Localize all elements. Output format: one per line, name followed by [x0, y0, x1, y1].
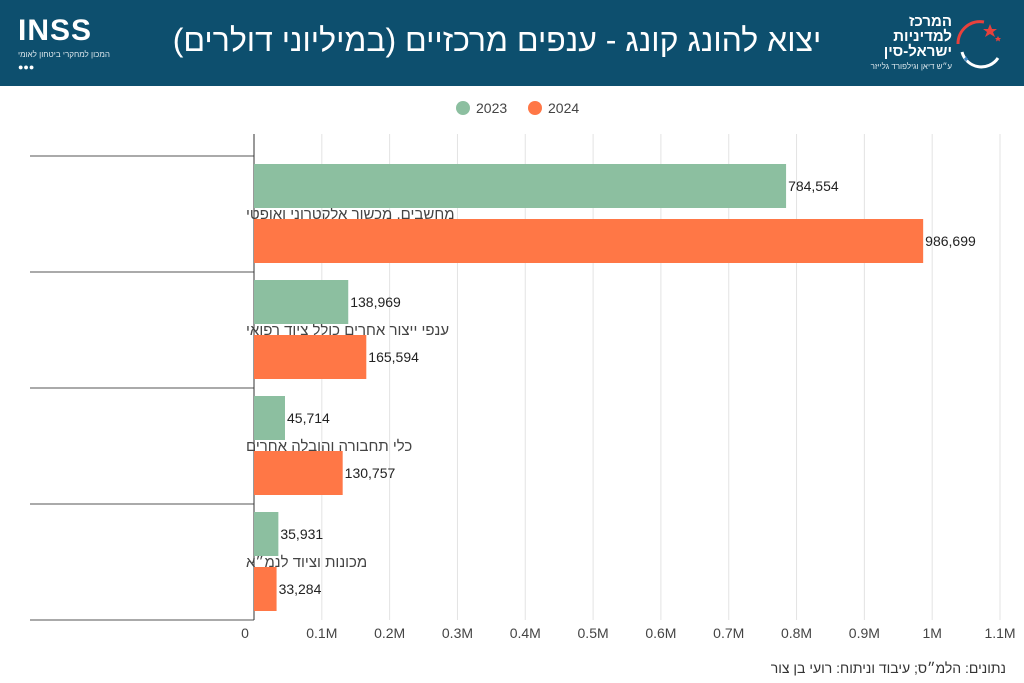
inss-logo-word: INSS	[18, 14, 93, 47]
x-tick-label: 0.9M	[849, 625, 880, 641]
bar-2024	[254, 335, 367, 379]
bar-value-label: 165,594	[368, 349, 419, 365]
x-tick-label: 0.8M	[781, 625, 812, 641]
x-tick-label: 1M	[922, 625, 941, 641]
bar-value-label: 138,969	[350, 294, 401, 310]
legend-item-2023: 2023	[456, 96, 507, 120]
x-tick-label: 0	[241, 625, 249, 641]
category-label: ענפי ייצור אחרים כולל ציוד רפואי	[246, 322, 449, 339]
bar-value-label: 45,714	[287, 410, 330, 426]
x-tick-label: 0.4M	[510, 625, 541, 641]
x-tick-label: 0.7M	[713, 625, 744, 641]
legend-swatch-2024	[528, 101, 542, 115]
star-arc-emblem-icon	[956, 20, 1001, 69]
x-tick-label: 0.5M	[578, 625, 609, 641]
x-tick-label: 1.1M	[984, 625, 1015, 641]
bar-value-label: 33,284	[279, 581, 322, 597]
x-tick-label: 0.3M	[442, 625, 473, 641]
bar-2024	[254, 451, 343, 495]
bar-2023	[254, 512, 279, 556]
category-label: מחשבים, מכשור אלקטרוני ואופטי	[246, 206, 455, 223]
bar-value-label: 35,931	[280, 526, 323, 542]
chart-legend: 2023 2024	[0, 96, 1024, 120]
center-logo-name: המרכז למדיניות ישראל-סין	[883, 13, 952, 60]
bar-2024	[254, 567, 277, 611]
source-note: נתונים: הלמ״ס; עיבוד וניתוח: רועי בן צור	[770, 660, 1006, 676]
inss-logo: INSS המכון למחקרי ביטחון לאומי ●●●	[18, 14, 128, 74]
bar-2023	[254, 396, 286, 440]
legend-label-2024: 2024	[548, 100, 580, 116]
center-logo-subtitle: ע״ש דיאן וגילפורד גלייזר	[870, 62, 952, 71]
category-label: כלי תחבורה והובלה אחרים	[246, 438, 412, 455]
bar-value-label: 784,554	[788, 178, 839, 194]
bar-2023	[254, 280, 349, 324]
x-tick-label: 0.1M	[306, 625, 337, 641]
category-label: מכונות וציוד לנמ״א	[246, 554, 367, 571]
x-tick-label: 0.2M	[374, 625, 405, 641]
legend-label-2023: 2023	[476, 100, 508, 116]
bar-2024	[254, 219, 924, 263]
inss-logo-dots-icon: ●●●	[18, 62, 35, 72]
legend-swatch-2023	[456, 101, 470, 115]
x-tick-label: 0.6M	[645, 625, 676, 641]
chart-title: יצוא להונג קונג - ענפים מרכזיים (במיליונ…	[172, 22, 822, 58]
header-bar: INSS המכון למחקרי ביטחון לאומי ●●● יצוא …	[0, 0, 1024, 86]
bar-2023	[254, 164, 787, 208]
inss-logo-subtitle: המכון למחקרי ביטחון לאומי	[18, 50, 110, 59]
bar-value-label: 986,699	[925, 233, 976, 249]
legend-item-2024: 2024	[528, 96, 579, 120]
israel-china-center-logo: המרכז למדיניות ישראל-סין ע״ש דיאן וגילפו…	[854, 10, 1004, 76]
bar-value-label: 130,757	[345, 465, 396, 481]
